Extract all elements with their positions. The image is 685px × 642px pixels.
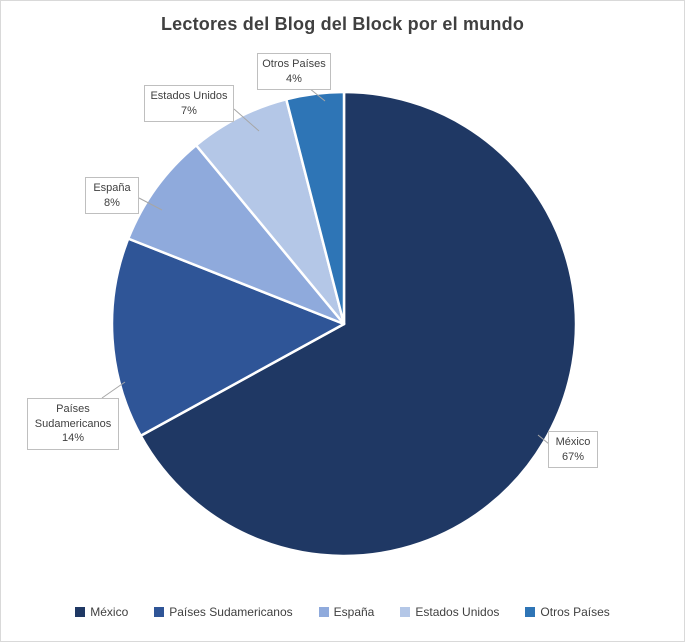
legend-label: Países Sudamericanos (169, 605, 293, 619)
data-label-percent: 4% (286, 72, 302, 85)
legend-label: Otros Países (540, 605, 610, 619)
data-label-otros-paises: Otros Países 4% (257, 53, 331, 91)
legend-item-espana[interactable]: España (318, 605, 375, 619)
data-label-percent: 7% (181, 104, 197, 117)
leader-line-espana (138, 197, 163, 211)
legend-item-otros-paises[interactable]: Otros Países (525, 605, 610, 619)
legend-label: México (90, 605, 129, 619)
data-label-name: Estados Unidos (150, 90, 228, 102)
data-label-name: México (555, 436, 591, 448)
leader-line-mexico (537, 434, 550, 445)
leader-line-paises-sudamericanos (101, 381, 126, 399)
chart-title: Lectores del Blog del Block por el mundo (160, 14, 525, 34)
data-label-espana: España 8% (85, 177, 139, 215)
legend-item-paises-sudamericanos[interactable]: Países Sudamericanos (154, 605, 293, 619)
legend-label: Estados Unidos (415, 605, 500, 619)
data-label-percent: 8% (104, 196, 120, 209)
pie-slice-espana[interactable] (127, 143, 346, 326)
pie-slice-otros-paises[interactable] (285, 90, 346, 326)
chart-legend: México Países Sudamericanos España Estad… (1, 605, 684, 619)
data-label-paises-sudamericanos: Países Sudamericanos 14% (27, 398, 119, 450)
legend-label: España (333, 605, 375, 619)
data-label-name: España (93, 182, 131, 194)
legend-item-estados-unidos[interactable]: Estados Unidos (400, 605, 499, 619)
legend-swatch (318, 607, 329, 617)
data-label-name: Otros Países (262, 58, 326, 70)
data-label-name: Países Sudamericanos (34, 403, 112, 430)
legend-swatch (75, 607, 86, 617)
legend-swatch (400, 607, 411, 617)
leader-line-estados-unidos (233, 108, 260, 132)
pie-slice-estados-unidos[interactable] (194, 98, 346, 326)
legend-swatch (154, 607, 165, 617)
legend-swatch (525, 607, 536, 617)
data-label-estados-unidos: Estados Unidos 7% (144, 85, 234, 123)
legend-item-mexico[interactable]: México (75, 605, 128, 619)
pie-slice-paises-sudamericanos[interactable] (110, 237, 346, 438)
data-label-percent: 67% (561, 450, 585, 463)
pie-slice-mexico[interactable] (139, 90, 578, 558)
data-label-mexico: México 67% (548, 431, 598, 469)
data-label-percent: 14% (61, 432, 85, 445)
